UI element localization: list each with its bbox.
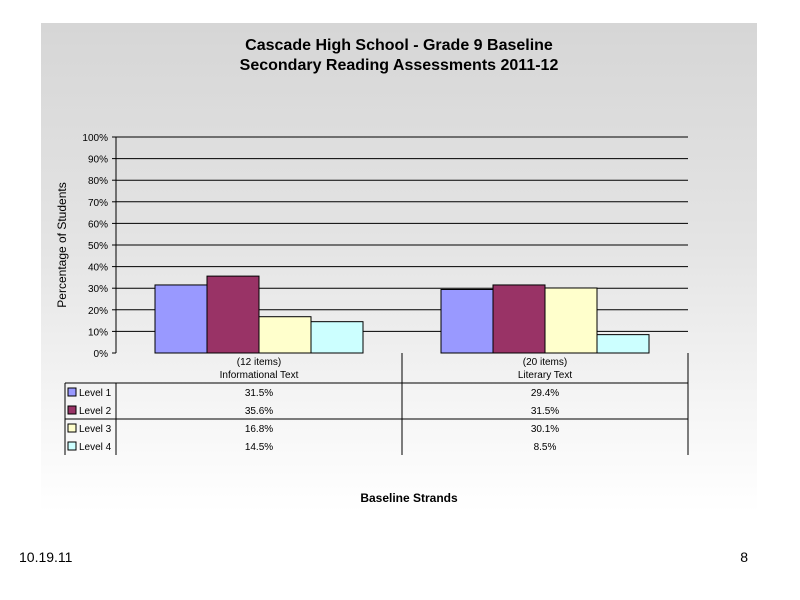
bar [258,316,312,354]
legend-label: Level 4 [79,442,112,453]
data-label: 16.8% [245,424,273,435]
category-label: (12 items) [237,357,281,368]
legend-swatch [67,441,77,451]
bar [310,321,364,354]
y-tick-label: 20% [88,306,108,317]
legend-swatch [67,405,77,415]
category-label: (20 items) [523,357,567,368]
bar [544,287,598,354]
y-tick-label: 40% [88,263,108,274]
category-label: Literary Text [518,370,573,381]
data-label: 35.6% [245,406,273,417]
bar-chart: 0% 10% 20% 30% 40% 50% 60% 70% 80% 90% 100% Percent… [55,133,689,505]
footer-date: 10.19.11 [19,549,73,565]
data-label: 8.5% [534,442,557,453]
bar [596,334,650,354]
data-label: 31.5% [531,406,559,417]
bar [154,284,208,354]
y-tick-label: 0% [94,349,109,360]
y-tick-label: 90% [88,155,108,166]
data-label: 30.1% [531,424,559,435]
y-tick-label: 30% [88,284,108,295]
y-tick-label: 80% [88,176,108,187]
y-tick-label: 10% [88,327,108,338]
legend-label: Level 2 [79,406,112,417]
category-label: Informational Text [220,370,299,381]
data-label: 29.4% [531,388,559,399]
legend-swatch [67,387,77,397]
bar [206,275,260,354]
y-tick-label: 50% [88,241,108,252]
y-tick-label: 70% [88,198,108,209]
y-axis-label: Percentage of Students [55,182,69,307]
chart-title: Cascade High School - Grade 9 Baseline [245,37,553,54]
data-label: 31.5% [245,388,273,399]
x-axis-label: Baseline Strands [360,491,458,505]
bar [440,288,494,354]
bar [492,284,546,354]
legend-label: Level 3 [79,424,112,435]
data-label: 14.5% [245,442,273,453]
legend-swatch [67,423,77,433]
chart-panel: Cascade High School - Grade 9 Baseline S… [41,23,757,513]
chart-subtitle: Secondary Reading Assessments 2011-12 [239,57,559,74]
legend-label: Level 1 [79,388,112,399]
page-number: 8 [740,549,748,565]
y-tick-label: 100% [82,133,108,144]
y-tick-label: 60% [88,219,108,230]
